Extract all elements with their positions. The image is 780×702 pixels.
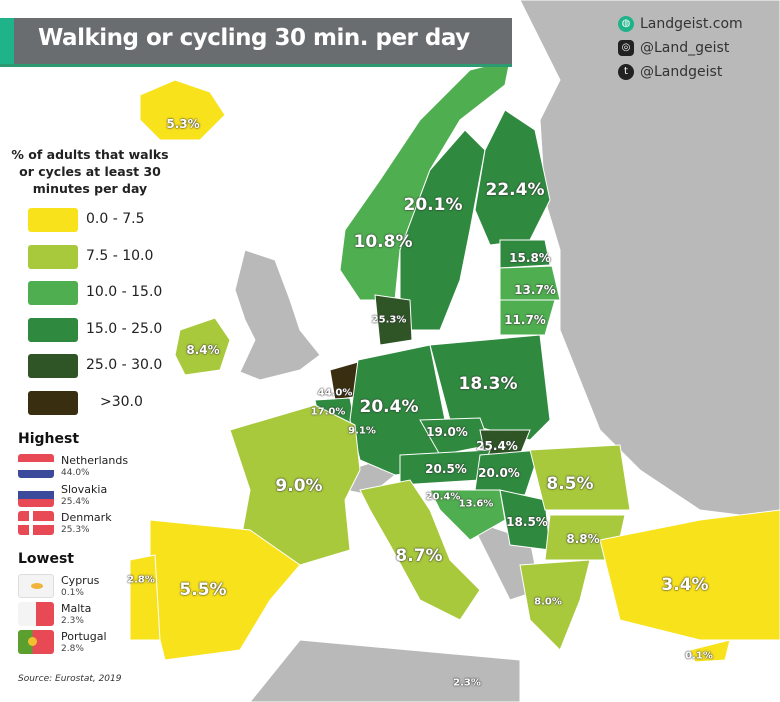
lowest-heading: Lowest: [18, 551, 74, 567]
label-romania: 8.5%: [546, 474, 594, 494]
label-poland: 18.3%: [458, 374, 518, 394]
instagram-icon: ◎: [618, 40, 634, 56]
legend-swatch: [28, 208, 78, 232]
highest-heading: Highest: [18, 431, 80, 447]
legend-label: 0.0 - 7.5: [86, 211, 145, 227]
label-iceland: 5.3%: [166, 117, 200, 131]
label-czechia: 19.0%: [426, 425, 468, 439]
country-name: Slovakia: [61, 483, 108, 496]
cyprus-flag-icon: [18, 574, 54, 598]
romania-shape: [529, 444, 631, 511]
label-austria: 20.5%: [425, 462, 467, 476]
social-label: Landgeist.com: [640, 16, 743, 32]
country-name: Portugal: [61, 630, 107, 643]
country-value: 0.1%: [61, 588, 84, 598]
label-denmark: 25.3%: [371, 314, 407, 326]
legend-title: % of adults that walks or cycles at leas…: [11, 147, 169, 196]
ireland-shape: [174, 317, 231, 376]
social-instagram[interactable]: ◎ @Land_geist: [618, 40, 729, 56]
baltics-estonia: [499, 239, 551, 269]
label-bulgaria: 8.8%: [566, 532, 600, 546]
label-slovakia: 25.4%: [476, 439, 518, 453]
twitter-icon: t: [618, 64, 634, 80]
label-hungary: 20.0%: [478, 466, 520, 480]
legend-label: 10.0 - 15.0: [86, 284, 163, 300]
turkey-shape: [599, 509, 780, 641]
label-croatia: 13.6%: [458, 498, 494, 510]
label-slovenia: 20.4%: [425, 491, 461, 503]
cyprus-shape: [689, 639, 731, 663]
poland-shape: [429, 334, 551, 441]
finland-shape: [474, 109, 551, 246]
country-name: Netherlands: [61, 454, 129, 467]
label-malta: 2.3%: [453, 677, 481, 689]
social-twitter[interactable]: t @Landgeist: [618, 64, 722, 80]
baltics-latvia: [499, 265, 561, 301]
malta-flag-icon: [18, 602, 54, 626]
source-note: Source: Eurostat, 2019: [18, 674, 122, 684]
label-netherlands: 44.0%: [317, 387, 353, 399]
label-serbia: 18.5%: [506, 515, 548, 529]
social-website[interactable]: ◍ Landgeist.com: [618, 16, 743, 32]
north-africa-region: [249, 639, 521, 702]
france-shape: [229, 404, 361, 566]
globe-icon: ◍: [618, 16, 634, 32]
legend-label: >30.0: [100, 394, 143, 410]
label-estonia: 15.8%: [509, 251, 551, 265]
baltics-lithuania: [499, 299, 556, 336]
label-greece: 8.0%: [534, 596, 562, 608]
label-norway: 10.8%: [353, 232, 413, 252]
hungary-shape: [474, 449, 541, 496]
label-italy: 8.7%: [395, 546, 443, 566]
social-label: @Landgeist: [640, 64, 723, 80]
country-name: Cyprus: [61, 574, 100, 587]
title-accent: [0, 18, 14, 64]
portugal-shape: [129, 554, 161, 641]
label-portugal: 2.8%: [127, 574, 155, 586]
legend-swatch: [28, 391, 78, 415]
slovenia-croatia-shape: [429, 489, 506, 541]
label-cyprus: 0.1%: [685, 650, 713, 662]
denmark-shape: [374, 294, 413, 346]
russia-region: [519, 0, 780, 521]
country-value: 44.0%: [61, 468, 90, 478]
uk-region: [234, 249, 321, 381]
social-label: @Land_geist: [640, 40, 730, 56]
portugal-flag-icon: [18, 630, 54, 654]
label-latvia: 13.7%: [514, 283, 556, 297]
label-sweden: 20.1%: [403, 195, 463, 215]
label-belgium: 17.0%: [310, 406, 346, 418]
italy-shape: [359, 479, 481, 621]
legend-swatch: [28, 318, 78, 342]
legend-swatch: [28, 281, 78, 305]
iceland-shape: [139, 79, 226, 141]
label-turkey: 3.4%: [661, 575, 709, 595]
country-value: 25.3%: [61, 525, 90, 535]
label-france: 9.0%: [275, 476, 323, 496]
denmark-flag-icon: [18, 511, 54, 535]
country-value: 25.4%: [61, 497, 90, 507]
legend-label: 7.5 - 10.0: [86, 248, 154, 264]
label-lithuania: 11.7%: [504, 313, 546, 327]
legend-label: 15.0 - 25.0: [86, 321, 163, 337]
page-title: Walking or cycling 30 min. per day: [38, 25, 470, 51]
label-ireland: 8.4%: [186, 343, 220, 357]
slovakia-flag-icon: [18, 483, 54, 507]
legend-swatch: [28, 354, 78, 378]
label-germany: 20.4%: [359, 397, 419, 417]
netherlands-flag-icon: [18, 454, 54, 478]
legend-swatch: [28, 245, 78, 269]
country-name: Denmark: [61, 511, 112, 524]
greece-shape: [519, 559, 591, 651]
label-spain: 5.5%: [179, 580, 227, 600]
title-bar: [0, 18, 512, 64]
label-finland: 22.4%: [485, 180, 545, 200]
legend-label: 25.0 - 30.0: [86, 357, 163, 373]
norway-shape: [339, 59, 511, 301]
country-name: Malta: [61, 602, 92, 615]
country-value: 2.3%: [61, 616, 84, 626]
label-luxembourg: 9.1%: [348, 425, 376, 437]
country-value: 2.8%: [61, 644, 84, 654]
